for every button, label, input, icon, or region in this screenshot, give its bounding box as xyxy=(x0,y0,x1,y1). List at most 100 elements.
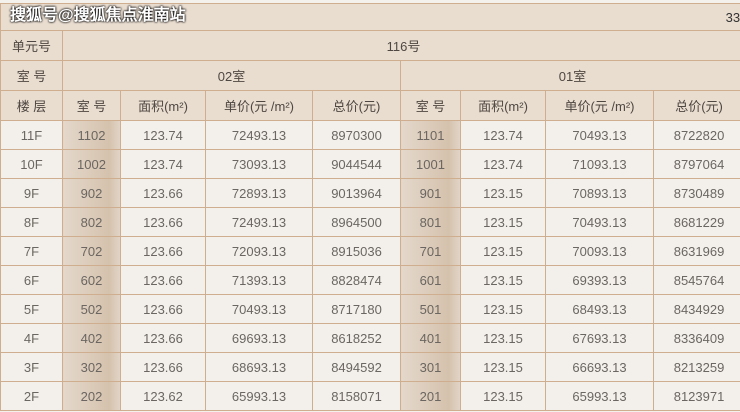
table-cell: 68693.13 xyxy=(205,352,313,382)
table-cell: 66693.13 xyxy=(545,352,654,382)
table-cell: 2F xyxy=(0,381,63,411)
table-cell: 123.62 xyxy=(120,381,206,411)
table-cell: 72493.13 xyxy=(205,120,313,150)
price-table: 33 单元号 116号 室 号 02室 01室 楼 层室 号面积(m²) 单价(元 /m… xyxy=(0,3,740,411)
table-cell: 65993.13 xyxy=(545,381,654,411)
table-cell: 402 xyxy=(62,323,121,353)
table-cell: 123.74 xyxy=(120,149,206,179)
table-cell: 72493.13 xyxy=(205,207,313,237)
table-cell: 8631969 xyxy=(652,236,740,266)
table-cell: 1102 xyxy=(62,120,121,150)
unit-label: 单元号 xyxy=(0,30,63,61)
table-cell: 123.15 xyxy=(460,178,546,208)
table-cell: 123.66 xyxy=(120,236,206,266)
table-cell: 123.66 xyxy=(120,352,206,382)
table-cell: 70893.13 xyxy=(545,178,654,208)
table-cell: 8722820 xyxy=(652,120,740,150)
table-cell: 8F xyxy=(0,207,63,237)
table-row: 9F 902 123.66 72893.13 9013964 901 123.15 70893… xyxy=(0,178,740,208)
table-cell: 302 xyxy=(62,352,121,382)
table-cell: 1002 xyxy=(62,149,121,179)
table-cell: 8828474 xyxy=(312,265,401,295)
column-header: 楼 层 xyxy=(0,90,63,121)
table-cell: 701 xyxy=(400,236,461,266)
table-cell: 73093.13 xyxy=(205,149,313,179)
table-cell: 68493.13 xyxy=(545,294,654,324)
group-02: 02室 xyxy=(62,60,401,91)
table-cell: 6F xyxy=(0,265,63,295)
table-cell: 9013964 xyxy=(312,178,401,208)
table-cell: 4F xyxy=(0,323,63,353)
page-number: 33 xyxy=(0,3,740,31)
table-cell: 8717180 xyxy=(312,294,401,324)
table-cell: 202 xyxy=(62,381,121,411)
column-header: 单价(元 /m²) xyxy=(545,90,654,121)
table-cell: 702 xyxy=(62,236,121,266)
table-cell: 8970300 xyxy=(312,120,401,150)
table-cell: 65993.13 xyxy=(205,381,313,411)
table-cell: 8618252 xyxy=(312,323,401,353)
column-header: 总价(元) xyxy=(652,90,740,121)
table-cell: 123.15 xyxy=(460,207,546,237)
table-cell: 67693.13 xyxy=(545,323,654,353)
table-cell: 902 xyxy=(62,178,121,208)
table-cell: 123.66 xyxy=(120,265,206,295)
table-cell: 70493.13 xyxy=(205,294,313,324)
table-row: 8F 802 123.66 72493.13 8964500 801 123.15 70493… xyxy=(0,207,740,237)
table-row: 3F 302 123.66 68693.13 8494592 301 123.15 66693… xyxy=(0,352,740,382)
table-cell: 70093.13 xyxy=(545,236,654,266)
table-cell: 801 xyxy=(400,207,461,237)
table-cell: 123.15 xyxy=(460,381,546,411)
table-cell: 9044544 xyxy=(312,149,401,179)
table-row: 7F 702 123.66 72093.13 8915036 701 123.15 70093… xyxy=(0,236,740,266)
table-cell: 8336409 xyxy=(652,323,740,353)
column-header: 面积(m²) xyxy=(120,90,206,121)
table-cell: 602 xyxy=(62,265,121,295)
table-row: 2F 202 123.62 65993.13 8158071 201 123.15 65993… xyxy=(0,381,740,411)
table-cell: 8494592 xyxy=(312,352,401,382)
table-row: 10F 1002 123.74 73093.13 9044544 1001 123.74 71… xyxy=(0,149,740,179)
column-header: 面积(m²) xyxy=(460,90,546,121)
table-cell: 123.15 xyxy=(460,265,546,295)
table-cell: 123.74 xyxy=(460,149,546,179)
table-cell: 123.15 xyxy=(460,352,546,382)
table-cell: 502 xyxy=(62,294,121,324)
table-cell: 123.15 xyxy=(460,294,546,324)
table-cell: 71393.13 xyxy=(205,265,313,295)
table-row: 11F 1102 123.74 72493.13 8970300 1101 123.74 70… xyxy=(0,120,740,150)
table-cell: 69393.13 xyxy=(545,265,654,295)
table-cell: 301 xyxy=(400,352,461,382)
table-cell: 123.74 xyxy=(460,120,546,150)
table-cell: 1001 xyxy=(400,149,461,179)
table-cell: 8213259 xyxy=(652,352,740,382)
table-cell: 123.15 xyxy=(460,236,546,266)
table-cell: 70493.13 xyxy=(545,207,654,237)
table-cell: 9F xyxy=(0,178,63,208)
table-cell: 8797064 xyxy=(652,149,740,179)
table-cell: 123.66 xyxy=(120,294,206,324)
table-cell: 123.74 xyxy=(120,120,206,150)
table-cell: 11F xyxy=(0,120,63,150)
table-cell: 601 xyxy=(400,265,461,295)
table-cell: 8915036 xyxy=(312,236,401,266)
table-cell: 8964500 xyxy=(312,207,401,237)
table-cell: 802 xyxy=(62,207,121,237)
table-cell: 8545764 xyxy=(652,265,740,295)
table-cell: 8434929 xyxy=(652,294,740,324)
column-header: 单价(元 /m²) xyxy=(205,90,313,121)
table-cell: 8681229 xyxy=(652,207,740,237)
unit-value: 116号 xyxy=(61,30,740,61)
room-label: 室 号 xyxy=(0,60,63,91)
watermark: 搜狐号@搜狐焦点淮南站 xyxy=(10,7,186,24)
table-cell: 123.66 xyxy=(120,323,206,353)
table-cell: 5F xyxy=(0,294,63,324)
table-cell: 8123971 xyxy=(652,381,740,411)
table-cell: 71093.13 xyxy=(545,149,654,179)
table-cell: 69693.13 xyxy=(205,323,313,353)
table-cell: 123.66 xyxy=(120,178,206,208)
table-row: 5F 502 123.66 70493.13 8717180 501 123.15 68493… xyxy=(0,294,740,324)
group-01: 01室 xyxy=(399,60,740,91)
table-row: 4F 402 123.66 69693.13 8618252 401 123.15 67693… xyxy=(0,323,740,353)
table-cell: 7F xyxy=(0,236,63,266)
table-cell: 8730489 xyxy=(652,178,740,208)
